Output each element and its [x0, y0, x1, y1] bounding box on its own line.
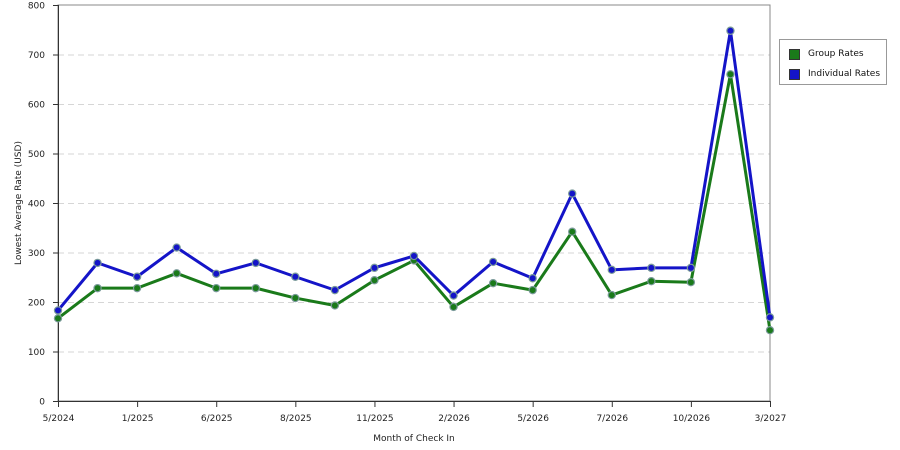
data-point-individual-rates [686, 263, 696, 273]
x-tick-label: 3/2027 [755, 414, 787, 424]
data-point-individual-rates [212, 269, 221, 278]
data-point-group-rates [291, 293, 300, 303]
data-point-individual-rates [607, 265, 616, 275]
data-point-individual-rates [291, 272, 300, 281]
data-point-group-rates [330, 301, 340, 310]
y-tick-label: 800 [28, 2, 45, 12]
data-point-group-rates [370, 276, 379, 285]
data-point-group-rates [251, 283, 260, 293]
grid-lines [58, 54, 770, 353]
tick-labels: 0 100 200 300 400 500 600 700 800 5/2024 1/2025 6/2… [28, 2, 787, 425]
data-point-individual-rates [528, 274, 537, 283]
data-point-individual-rates [726, 26, 735, 35]
series-lines [53, 26, 775, 335]
data-point-individual-rates [370, 263, 379, 273]
x-tick-label: 5/2024 [43, 414, 75, 424]
data-point-individual-rates [132, 272, 142, 281]
series-line-individual-rates [56, 29, 772, 318]
x-tick-label: 8/2025 [280, 414, 312, 424]
data-point-individual-rates [251, 258, 260, 268]
data-point-individual-rates [568, 189, 577, 198]
x-axis-title: Month of Check In [373, 434, 455, 444]
data-point-individual-rates [172, 243, 181, 252]
legend-item-individual-rates: Individual Rates [789, 68, 880, 80]
data-point-group-rates [607, 290, 616, 300]
x-tick-label: 1/2025 [122, 414, 154, 424]
x-tick-label: 10/2026 [673, 414, 711, 424]
x-tick-label: 5/2026 [517, 414, 549, 424]
legend-label-group-rates: Group Rates [808, 49, 864, 59]
y-tick-label: 300 [28, 249, 45, 259]
x-tick-label: 6/2025 [201, 414, 233, 424]
data-point-group-rates [93, 283, 102, 293]
legend-label-individual-rates: Individual Rates [808, 69, 881, 79]
x-tick-label: 11/2025 [356, 414, 393, 424]
y-tick-label: 600 [28, 101, 45, 111]
data-point-group-rates [449, 302, 458, 312]
y-tick-label: 0 [39, 398, 45, 408]
legend-swatch-individual-rates [789, 68, 800, 80]
data-point-individual-rates [449, 291, 458, 300]
data-point-individual-rates [488, 257, 498, 267]
y-tick-label: 700 [28, 51, 45, 61]
y-tick-label: 500 [28, 150, 45, 160]
data-point-group-rates [765, 326, 775, 335]
legend-swatch-group-rates [789, 48, 800, 60]
y-axis-title: Lowest Average Rate (USD) [14, 141, 24, 265]
data-point-group-rates [647, 277, 656, 286]
data-point-group-rates [568, 227, 577, 236]
legend: Group Rates Individual Rates [779, 39, 887, 85]
x-tick-label: 2/2026 [438, 414, 470, 424]
y-tick-label: 400 [28, 200, 45, 210]
data-point-individual-rates [330, 285, 340, 295]
data-point-individual-rates [647, 263, 656, 273]
data-point-group-rates [726, 70, 735, 79]
legend-item-group-rates: Group Rates [789, 48, 864, 60]
data-point-group-rates [53, 314, 63, 323]
y-tick-label: 100 [28, 348, 45, 358]
data-point-group-rates [132, 283, 142, 293]
data-point-individual-rates [765, 313, 775, 322]
data-point-group-rates [212, 283, 221, 293]
data-point-individual-rates [409, 251, 419, 261]
data-point-group-rates [528, 285, 537, 295]
axes [53, 4, 771, 407]
data-point-group-rates [686, 278, 696, 287]
data-point-individual-rates [93, 258, 102, 268]
y-tick-label: 200 [28, 299, 45, 309]
data-point-group-rates [172, 269, 181, 278]
x-tick-label: 7/2026 [596, 414, 628, 424]
series-line-group-rates [57, 72, 772, 331]
data-point-individual-rates [53, 306, 63, 315]
data-point-group-rates [488, 278, 498, 288]
